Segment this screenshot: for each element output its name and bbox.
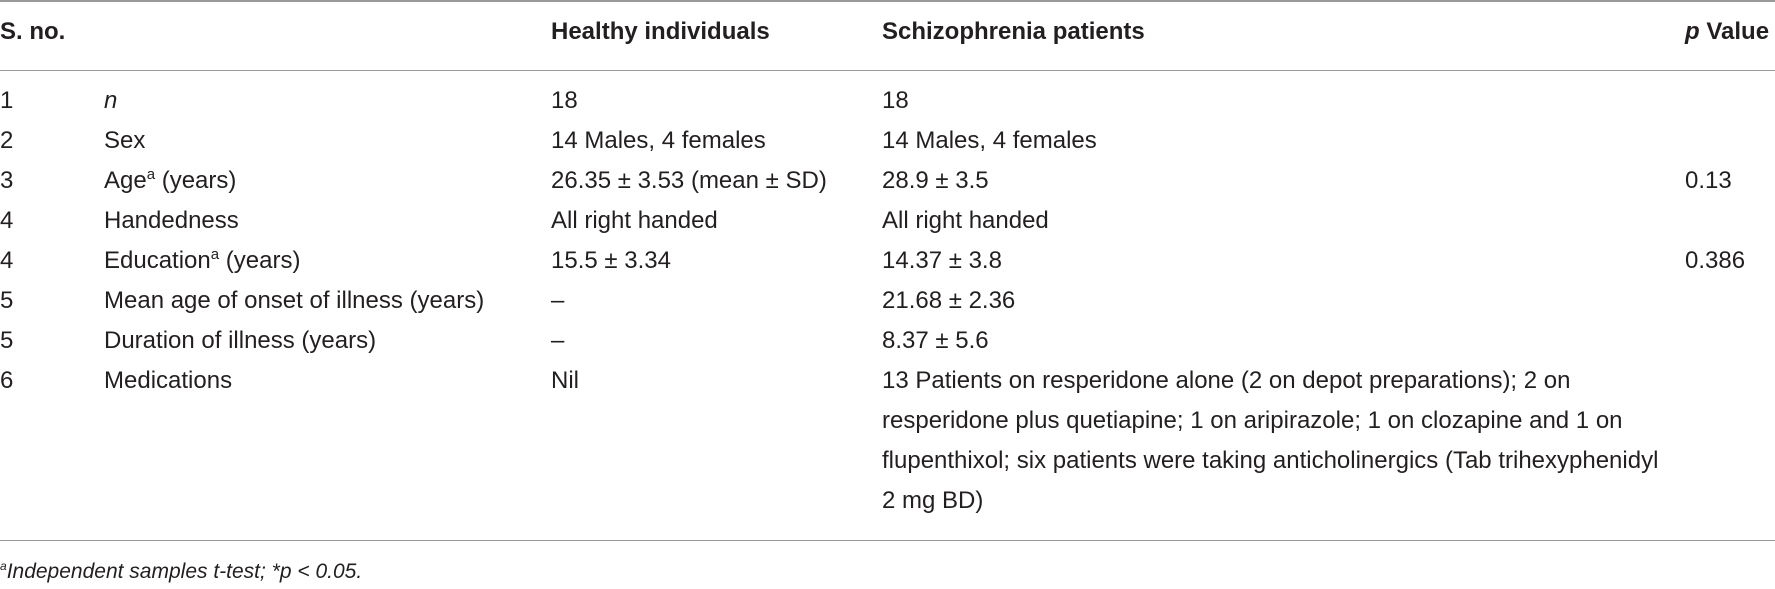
row-5-param-suffix: (years) (219, 247, 301, 274)
row-1-healthy: 18 (551, 87, 578, 114)
row-2-param: Sex (104, 127, 146, 154)
row-1-sno: 1 (0, 87, 14, 114)
table-top-rule (0, 0, 1775, 2)
header-p-value: p Value (1685, 17, 1769, 47)
row-4-healthy: All right handed (551, 207, 718, 234)
row-3-healthy: 26.35 ± 3.53 (mean ± SD) (551, 167, 827, 194)
row-6-schizo: 21.68 ± 2.36 (882, 287, 1016, 314)
row-7-sno: 5 (0, 327, 14, 354)
row-2-schizo: 14 Males, 4 females (882, 127, 1097, 154)
row-5-sno: 4 (0, 247, 14, 274)
row-8-schizo: 13 Patients on resperidone alone (2 on d… (882, 367, 1659, 514)
row-7-schizo: 8.37 ± 5.6 (882, 327, 989, 354)
row-3-sno: 3 (0, 167, 14, 194)
row-7-healthy: – (551, 327, 565, 354)
footnote-marker: a (0, 559, 7, 573)
row-7-param: Duration of illness (years) (104, 327, 377, 354)
row-8-healthy: Nil (551, 367, 579, 394)
header-schizophrenia: Schizophrenia patients (882, 18, 1145, 45)
header-healthy: Healthy individuals (551, 18, 770, 45)
row-5-param: Educationa (years) (104, 246, 300, 276)
row-5-param-text: Education (104, 247, 211, 274)
row-5-p: 0.386 (1685, 247, 1746, 274)
table-bottom-rule (0, 540, 1775, 541)
row-2-healthy: 14 Males, 4 females (551, 127, 766, 154)
row-3-p: 0.13 (1685, 167, 1732, 194)
row-1-schizo: 18 (882, 87, 909, 114)
row-6-sno: 5 (0, 287, 14, 314)
row-1-param: n (104, 87, 118, 114)
header-value-word: Value (1699, 18, 1770, 45)
header-sno: S. no. (0, 18, 66, 45)
row-3-param-text: Age (104, 167, 147, 194)
table-header-rule (0, 70, 1775, 71)
row-6-param: Mean age of onset of illness (years) (104, 287, 485, 314)
row-6-healthy: – (551, 287, 565, 314)
row-3-param-suffix: (years) (155, 167, 237, 194)
row-8-sno: 6 (0, 367, 14, 394)
row-5-schizo: 14.37 ± 3.8 (882, 247, 1002, 274)
row-4-param: Handedness (104, 207, 239, 234)
row-2-sno: 2 (0, 127, 14, 154)
row-3-param: Agea (years) (104, 166, 236, 196)
row-5-param-sup: a (210, 246, 220, 263)
row-5-healthy: 15.5 ± 3.34 (551, 247, 671, 274)
row-8-param: Medications (104, 367, 233, 394)
table-footnote: aIndependent samples t-test; *p < 0.05. (0, 560, 362, 584)
row-4-sno: 4 (0, 207, 14, 234)
row-3-schizo: 28.9 ± 3.5 (882, 167, 989, 194)
footnote-text: Independent samples t-test; *p < 0.05. (6, 560, 363, 583)
row-4-schizo: All right handed (882, 207, 1049, 234)
row-3-param-sup: a (146, 166, 156, 183)
header-p-letter: p (1685, 18, 1700, 45)
